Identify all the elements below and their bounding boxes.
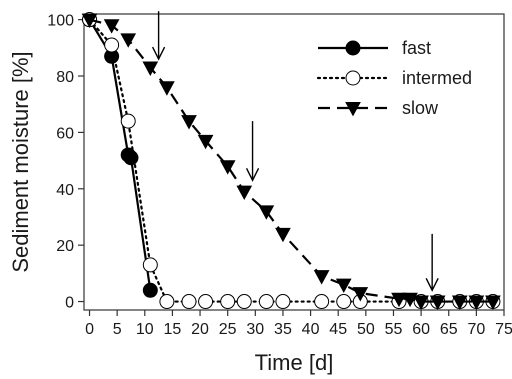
y-tick-label: 40 bbox=[56, 182, 74, 199]
data-point-intermed bbox=[220, 294, 236, 310]
x-tick-label: 0 bbox=[85, 321, 94, 338]
data-point-slow bbox=[197, 134, 214, 150]
x-tick-label: 15 bbox=[164, 321, 182, 338]
x-tick-label: 20 bbox=[191, 321, 209, 338]
legend-label: intermed bbox=[402, 68, 472, 88]
data-point-slow bbox=[142, 61, 159, 76]
data-point-intermed bbox=[142, 257, 158, 273]
annotation-arrow bbox=[245, 121, 260, 182]
data-point-slow bbox=[451, 295, 468, 310]
x-tick-label: 30 bbox=[246, 321, 264, 338]
x-tick-label: 5 bbox=[113, 321, 122, 338]
legend-entry-intermed: intermed bbox=[316, 68, 472, 88]
data-point-slow bbox=[258, 205, 275, 220]
data-point-slow bbox=[391, 292, 407, 308]
x-axis-ticks: 0 5 10 15 20 25 30 35 40 45 50 55 60 65 70 75 bbox=[85, 310, 512, 338]
x-tick-label: 10 bbox=[136, 321, 154, 338]
data-point-slow bbox=[81, 13, 98, 29]
legend-marker bbox=[345, 40, 361, 56]
data-point-slow bbox=[159, 81, 175, 96]
legend-marker bbox=[345, 101, 361, 117]
legend: fast intermed slow bbox=[316, 38, 472, 118]
annotation-arrow bbox=[425, 233, 439, 292]
y-tick-label: 0 bbox=[65, 295, 74, 312]
data-point-intermed bbox=[198, 294, 214, 310]
data-point-slow bbox=[219, 160, 236, 175]
x-tick-label: 65 bbox=[440, 321, 458, 338]
series-slow bbox=[81, 13, 501, 310]
data-point-intermed bbox=[236, 294, 252, 310]
arrow-head bbox=[245, 168, 260, 182]
x-tick-label: 75 bbox=[495, 321, 512, 338]
x-axis-title: Time [d] bbox=[255, 350, 334, 375]
data-point-intermed bbox=[159, 294, 175, 310]
data-point-intermed bbox=[104, 37, 120, 53]
data-point-slow bbox=[236, 185, 253, 200]
series-fast bbox=[82, 12, 158, 298]
data-point-slow bbox=[275, 227, 291, 243]
data-point-intermed bbox=[275, 294, 291, 310]
arrow-head bbox=[425, 277, 439, 292]
data-point-slow bbox=[402, 292, 418, 308]
legend-entry-slow: slow bbox=[318, 98, 439, 118]
x-tick-label: 70 bbox=[467, 321, 485, 338]
y-axis-title: Sediment moisture [%] bbox=[8, 51, 33, 272]
legend-label: slow bbox=[402, 98, 439, 118]
data-point-slow bbox=[335, 278, 352, 294]
data-point-slow bbox=[181, 115, 197, 130]
data-point-slow bbox=[429, 295, 446, 310]
series-intermed bbox=[82, 12, 501, 310]
y-axis-ticks: 0 20 40 60 80 100 bbox=[47, 13, 84, 312]
y-tick-label: 80 bbox=[56, 69, 74, 86]
x-tick-label: 45 bbox=[329, 321, 347, 338]
data-point-fast bbox=[142, 282, 158, 298]
y-tick-label: 100 bbox=[47, 13, 74, 30]
data-point-slow bbox=[313, 270, 330, 285]
legend-label: fast bbox=[402, 38, 431, 58]
data-point-fast bbox=[123, 150, 139, 166]
y-tick-label: 20 bbox=[56, 238, 74, 255]
data-point-intermed bbox=[120, 113, 136, 129]
data-point-intermed bbox=[181, 294, 197, 310]
series-line-fast bbox=[88, 19, 152, 291]
data-point-slow bbox=[485, 295, 501, 310]
x-tick-label: 55 bbox=[385, 321, 403, 338]
x-tick-label: 40 bbox=[302, 321, 320, 338]
legend-entry-fast: fast bbox=[318, 38, 431, 58]
x-tick-label: 50 bbox=[357, 321, 375, 338]
x-tick-label: 35 bbox=[274, 321, 292, 338]
data-point-intermed bbox=[336, 294, 352, 310]
annotation-arrow bbox=[151, 11, 166, 61]
data-point-intermed bbox=[258, 294, 274, 310]
data-point-slow bbox=[103, 19, 120, 34]
annotation-layer bbox=[151, 11, 439, 292]
arrow-head bbox=[151, 46, 166, 61]
plot-frame bbox=[83, 13, 505, 311]
y-tick-label: 60 bbox=[56, 125, 74, 142]
data-point-intermed bbox=[314, 294, 330, 310]
data-point-slow bbox=[468, 295, 485, 310]
data-point-slow bbox=[352, 287, 369, 302]
legend-marker bbox=[345, 70, 361, 86]
x-tick-label: 25 bbox=[219, 321, 237, 338]
x-tick-label: 60 bbox=[412, 321, 430, 338]
series-layer bbox=[81, 12, 501, 310]
data-point-slow bbox=[120, 33, 137, 48]
data-point-slow bbox=[413, 295, 429, 310]
